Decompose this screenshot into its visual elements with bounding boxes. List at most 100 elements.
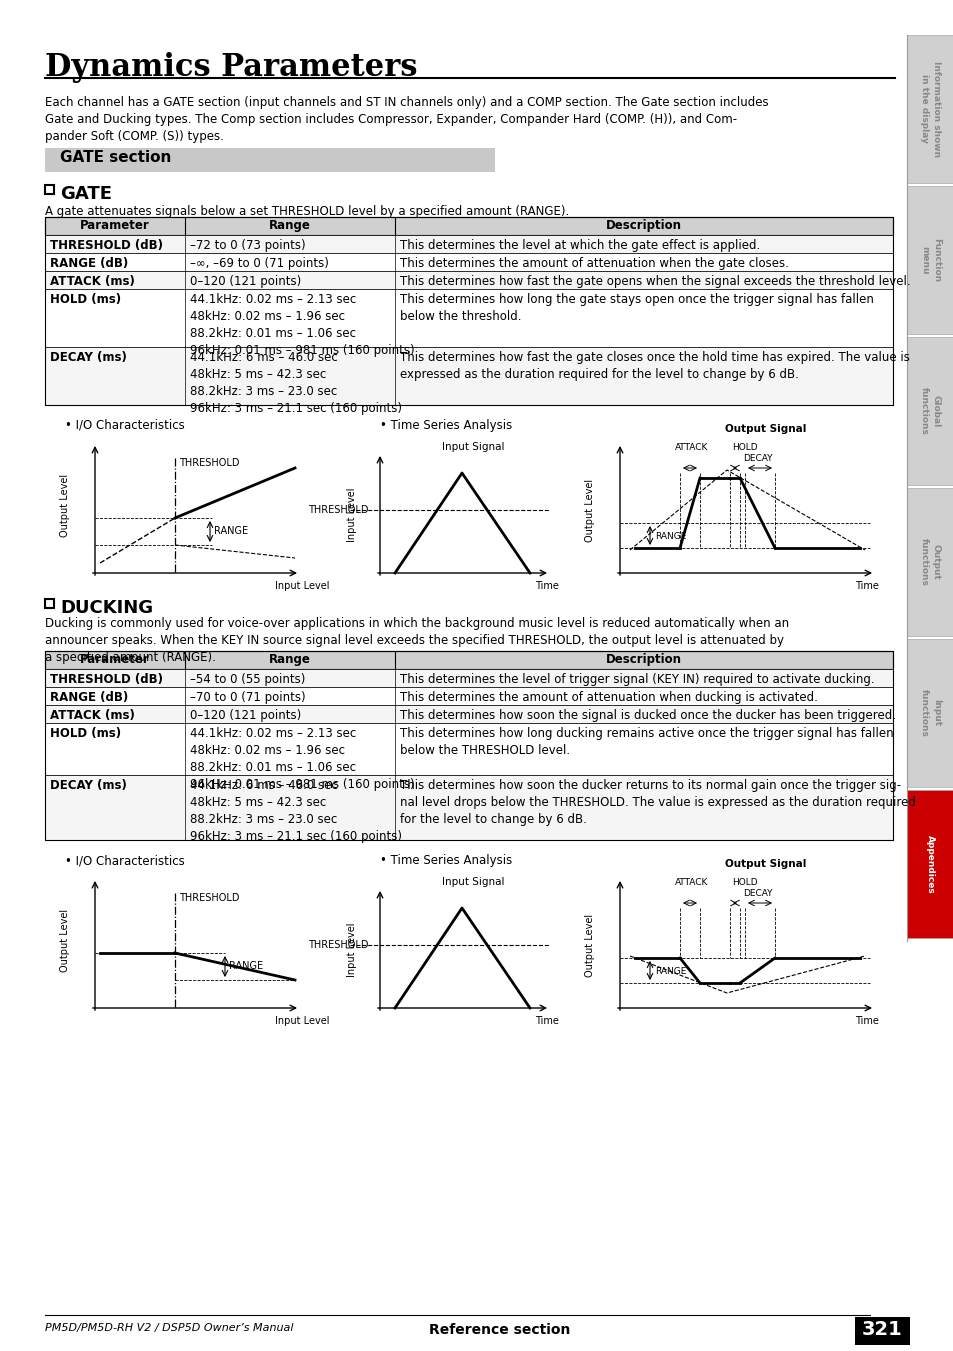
Text: RANGE (dB): RANGE (dB) (50, 690, 128, 704)
Text: Appendices: Appendices (925, 835, 934, 893)
Bar (45, 775, 892, 840)
Text: • Time Series Analysis: • Time Series Analysis (379, 854, 512, 867)
Text: THRESHOLD: THRESHOLD (179, 458, 239, 467)
Bar (45, 651, 892, 669)
Text: DUCKING: DUCKING (60, 598, 153, 617)
Text: THRESHOLD: THRESHOLD (308, 505, 368, 515)
Text: Range: Range (269, 653, 311, 666)
Text: HOLD: HOLD (731, 443, 757, 453)
Text: –54 to 0 (55 points): –54 to 0 (55 points) (190, 673, 305, 686)
Text: • Time Series Analysis: • Time Series Analysis (379, 419, 512, 432)
Text: Input Level: Input Level (347, 488, 356, 542)
Text: Information shown
in the display: Information shown in the display (919, 61, 940, 157)
Bar (906, 790, 953, 938)
Text: This determines the amount of attenuation when the gate closes.: This determines the amount of attenuatio… (399, 257, 788, 270)
Text: Output Signal: Output Signal (724, 859, 805, 869)
Text: THRESHOLD: THRESHOLD (179, 893, 239, 902)
Text: A gate attenuates signals below a set THRESHOLD level by a specified amount (RAN: A gate attenuates signals below a set TH… (45, 205, 569, 218)
Text: Parameter: Parameter (80, 653, 150, 666)
Text: This determines how soon the ducker returns to its normal gain once the trigger : This determines how soon the ducker retu… (399, 780, 915, 825)
Text: –70 to 0 (71 points): –70 to 0 (71 points) (190, 690, 305, 704)
Text: This determines the level of trigger signal (KEY IN) required to activate duckin: This determines the level of trigger sig… (399, 673, 874, 686)
Bar (906, 488, 953, 636)
Text: Input
functions: Input functions (919, 689, 940, 736)
Text: 321: 321 (861, 1320, 902, 1339)
Text: 44.1kHz: 0.02 ms – 2.13 sec
48kHz: 0.02 ms – 1.96 sec
88.2kHz: 0.01 ms – 1.06 se: 44.1kHz: 0.02 ms – 2.13 sec 48kHz: 0.02 … (190, 293, 415, 357)
Text: RANGE: RANGE (213, 526, 248, 536)
Text: Parameter: Parameter (80, 219, 150, 232)
Text: Global
functions: Global functions (919, 388, 940, 435)
Text: RANGE: RANGE (655, 967, 685, 975)
Text: 44.1kHz: 6 ms – 46.0 sec
48kHz: 5 ms – 42.3 sec
88.2kHz: 3 ms – 23.0 sec
96kHz: : 44.1kHz: 6 ms – 46.0 sec 48kHz: 5 ms – 4… (190, 351, 401, 415)
Text: This determines how fast the gate closes once the hold time has expired. The val: This determines how fast the gate closes… (399, 351, 909, 381)
Text: Input Signal: Input Signal (441, 877, 504, 888)
Text: Description: Description (605, 653, 681, 666)
Bar (45, 688, 892, 705)
Bar (45, 705, 892, 723)
Bar (45, 218, 892, 405)
Text: PM5D/PM5D-RH V2 / DSP5D Owner’s Manual: PM5D/PM5D-RH V2 / DSP5D Owner’s Manual (45, 1323, 294, 1333)
Text: Time: Time (854, 1016, 878, 1025)
Text: Time: Time (535, 581, 558, 590)
Text: Each channel has a GATE section (input channels and ST IN channels only) and a C: Each channel has a GATE section (input c… (45, 96, 768, 143)
Text: Input Level: Input Level (347, 923, 356, 977)
Text: This determines how long ducking remains active once the trigger signal has fall: This determines how long ducking remains… (399, 727, 893, 757)
Bar (906, 639, 953, 788)
Text: ATTACK: ATTACK (675, 878, 708, 888)
Text: Output Level: Output Level (60, 908, 70, 971)
Text: This determines how fast the gate opens when the signal exceeds the threshold le: This determines how fast the gate opens … (399, 276, 910, 288)
Text: Input Level: Input Level (274, 581, 329, 590)
Text: Reference section: Reference section (429, 1323, 570, 1337)
Text: Output
functions: Output functions (919, 538, 940, 586)
Bar (45, 218, 892, 235)
Text: • I/O Characteristics: • I/O Characteristics (65, 419, 185, 432)
Text: Output Level: Output Level (584, 478, 595, 542)
Text: HOLD (ms): HOLD (ms) (50, 293, 121, 305)
Text: • I/O Characteristics: • I/O Characteristics (65, 854, 185, 867)
Text: Description: Description (605, 219, 681, 232)
Text: THRESHOLD (dB): THRESHOLD (dB) (50, 239, 163, 253)
Text: Function
menu: Function menu (919, 238, 940, 282)
Text: ATTACK: ATTACK (675, 443, 708, 453)
Text: This determines how long the gate stays open once the trigger signal has fallen
: This determines how long the gate stays … (399, 293, 873, 323)
Text: HOLD: HOLD (731, 878, 757, 888)
Bar (45, 289, 892, 347)
Text: DECAY: DECAY (742, 454, 772, 463)
Text: Input Signal: Input Signal (441, 442, 504, 453)
Bar (45, 723, 892, 775)
Text: This determines the level at which the gate effect is applied.: This determines the level at which the g… (399, 239, 760, 253)
Bar (854, 1317, 909, 1346)
Text: –∞, –69 to 0 (71 points): –∞, –69 to 0 (71 points) (190, 257, 329, 270)
Bar (45, 235, 892, 253)
Text: GATE section: GATE section (60, 150, 172, 165)
Text: Input Level: Input Level (274, 1016, 329, 1025)
Bar (45, 651, 892, 840)
Bar (45, 669, 892, 688)
Text: DECAY: DECAY (742, 889, 772, 898)
Text: ATTACK (ms): ATTACK (ms) (50, 709, 134, 721)
Bar (906, 336, 953, 485)
Text: Ducking is commonly used for voice-over applications in which the background mus: Ducking is commonly used for voice-over … (45, 617, 788, 663)
Text: –72 to 0 (73 points): –72 to 0 (73 points) (190, 239, 305, 253)
Bar (45, 272, 892, 289)
Text: Time: Time (535, 1016, 558, 1025)
Text: 0–120 (121 points): 0–120 (121 points) (190, 709, 301, 721)
Text: This determines how soon the signal is ducked once the ducker has been triggered: This determines how soon the signal is d… (399, 709, 895, 721)
Text: THRESHOLD: THRESHOLD (308, 940, 368, 950)
Text: Output Signal: Output Signal (724, 424, 805, 434)
Text: This determines the amount of attenuation when ducking is activated.: This determines the amount of attenuatio… (399, 690, 817, 704)
Text: DECAY (ms): DECAY (ms) (50, 780, 127, 792)
Text: Output Level: Output Level (60, 473, 70, 536)
Text: Dynamics Parameters: Dynamics Parameters (45, 51, 417, 82)
Bar (906, 35, 953, 182)
Text: DECAY (ms): DECAY (ms) (50, 351, 127, 363)
Bar (45, 598, 54, 608)
Bar (906, 186, 953, 334)
Text: Range: Range (269, 219, 311, 232)
Bar (45, 253, 892, 272)
Text: GATE: GATE (60, 185, 112, 203)
Text: ATTACK (ms): ATTACK (ms) (50, 276, 134, 288)
Bar (45, 347, 892, 405)
Text: 44.1kHz: 6 ms – 46.0 sec
48kHz: 5 ms – 42.3 sec
88.2kHz: 3 ms – 23.0 sec
96kHz: : 44.1kHz: 6 ms – 46.0 sec 48kHz: 5 ms – 4… (190, 780, 401, 843)
Bar (45, 149, 495, 172)
